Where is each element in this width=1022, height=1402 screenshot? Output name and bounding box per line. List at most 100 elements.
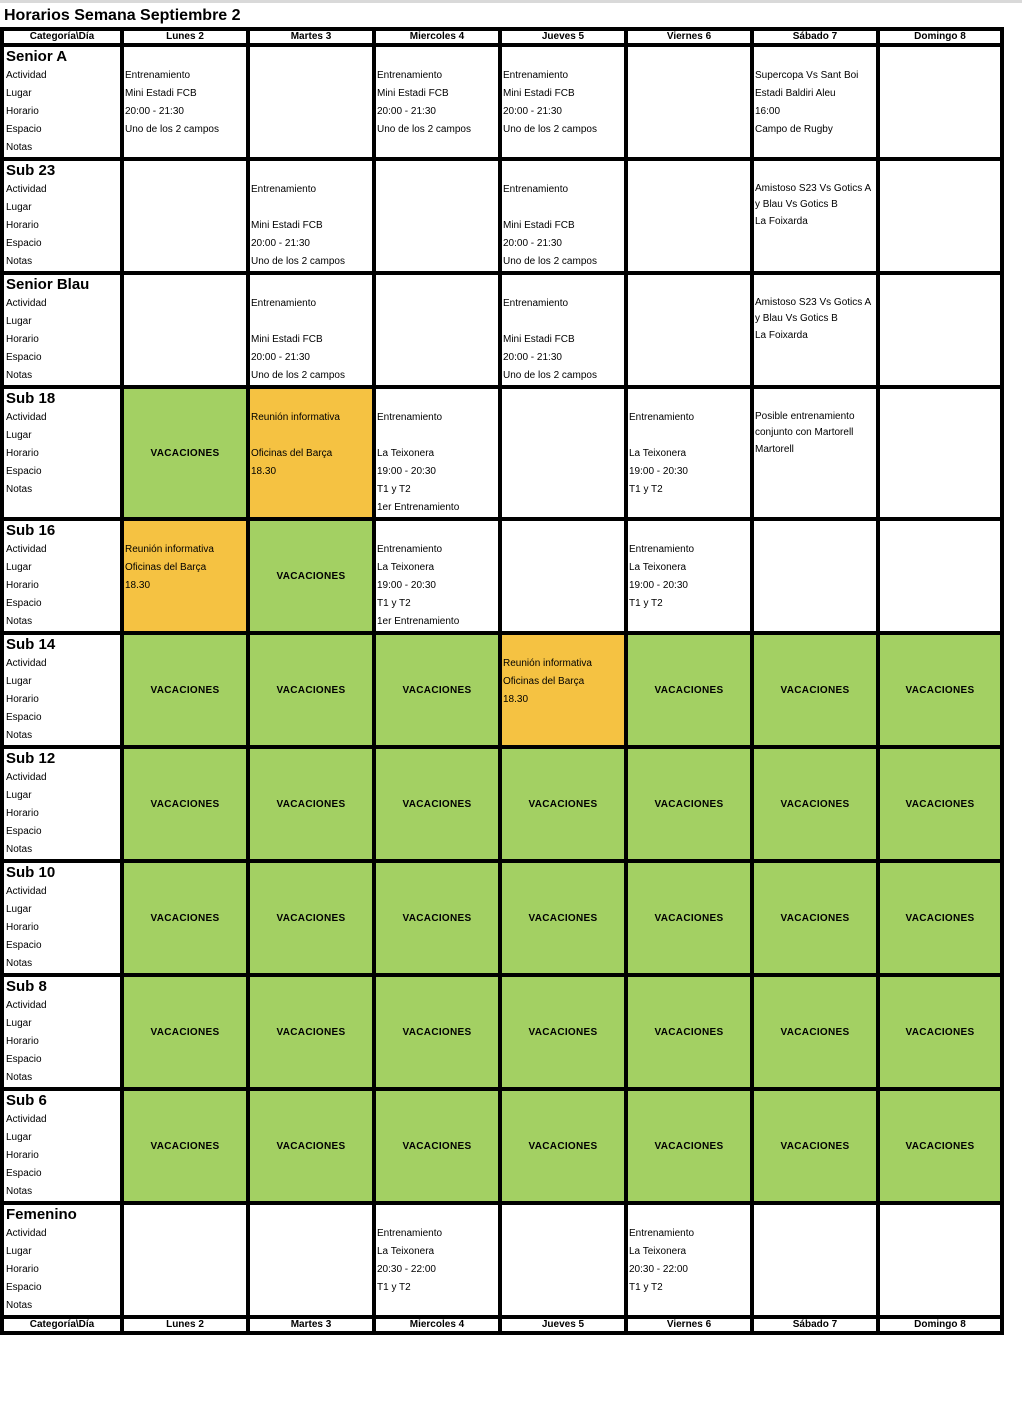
- vacaciones-cell: VACACIONES: [120, 631, 250, 749]
- vacaciones-cell: VACACIONES: [372, 973, 502, 1091]
- vacaciones-label: VACACIONES: [276, 1026, 346, 1038]
- vacaciones-label: VACACIONES: [276, 1140, 346, 1152]
- row-label-lugar: Lugar: [6, 316, 32, 327]
- vacaciones-cell: VACACIONES: [750, 1087, 880, 1205]
- column-header-sabado-7: Sábado 7: [750, 27, 880, 47]
- column-header-lunes-2: Lunes 2: [120, 27, 250, 47]
- activity-details: Supercopa Vs Sant Boi Estadi Baldiri Aleu…: [755, 49, 874, 155]
- activity-line: Uno de los 2 campos: [251, 256, 345, 267]
- vacaciones-label: VACACIONES: [276, 684, 346, 696]
- row-label-horario: Horario: [6, 694, 39, 705]
- activity-line: La Teixonera: [377, 562, 435, 573]
- activity-line: La Teixonera: [629, 562, 687, 573]
- activity-line: 20:00 - 21:30: [503, 238, 562, 249]
- row-label-horario: Horario: [6, 808, 39, 819]
- reunion-cell: Reunión informativa Oficinas del Barça 18.…: [120, 517, 250, 635]
- vacaciones-label: VACACIONES: [654, 912, 724, 924]
- row-label-lugar: Lugar: [6, 676, 32, 687]
- activity-line: Entrenamiento: [629, 1228, 695, 1239]
- vacaciones-label: VACACIONES: [780, 684, 850, 696]
- activity-line: Mini Estadi FCB: [377, 88, 449, 99]
- column-header-sabado-7: Sábado 7: [750, 1315, 880, 1335]
- row-label-notas: Notas: [6, 256, 33, 267]
- activity-line: Entrenamiento: [377, 544, 443, 555]
- vacaciones-cell: VACACIONES: [372, 745, 502, 863]
- row-label-actividad: Actividad: [6, 772, 47, 783]
- page-title: Horarios Semana Septiembre 2: [4, 7, 241, 24]
- activity-cell: Supercopa Vs Sant Boi Estadi Baldiri Aleu…: [750, 43, 880, 161]
- empty-day-cell: [876, 517, 1004, 635]
- empty-day-cell: [876, 157, 1004, 275]
- top-divider: [0, 0, 1022, 3]
- activity-line: La Teixonera: [629, 1246, 687, 1257]
- vacaciones-cell: VACACIONES: [120, 385, 250, 521]
- vacaciones-cell: VACACIONES: [120, 1087, 250, 1205]
- vacaciones-cell: VACACIONES: [876, 973, 1004, 1091]
- category-row-sub-12: Sub 12 Actividad Lugar Horario Espacio Notas V…: [0, 745, 1004, 863]
- category-name: Sub 10: [6, 864, 56, 881]
- row-label-actividad: Actividad: [6, 412, 47, 423]
- vacaciones-label: VACACIONES: [905, 1026, 975, 1038]
- activity-line: 18.30: [251, 466, 277, 477]
- activity-line: 18.30: [503, 694, 529, 705]
- activity-line: Mini Estadi FCB: [251, 334, 323, 345]
- vacaciones-label: VACACIONES: [905, 1140, 975, 1152]
- activity-line: Entrenamiento: [377, 1228, 443, 1239]
- activity-line: Estadi Baldiri Aleu: [755, 88, 836, 99]
- activity-line: Mini Estadi FCB: [251, 220, 323, 231]
- activity-details: Amistoso S23 Vs Gotics A y Blau Vs Gotic…: [756, 163, 874, 269]
- column-header-miercoles-4: Miercoles 4: [372, 27, 502, 47]
- vacaciones-label: VACACIONES: [780, 1140, 850, 1152]
- activity-details: Reunión informativa Oficinas del Barça 18.…: [503, 637, 622, 743]
- empty-day-cell: [120, 1201, 250, 1319]
- vacaciones-label: VACACIONES: [276, 912, 346, 924]
- activity-details: Entrenamiento Mini Estadi FCB 20:00 - 21:3…: [504, 277, 622, 383]
- activity-line: La Teixonera: [377, 1246, 435, 1257]
- activity-details: Entrenamiento La Teixonera 19:00 - 20:30 T1…: [377, 523, 496, 629]
- vacaciones-cell: VACACIONES: [246, 517, 376, 635]
- category-name: Sub 23: [6, 162, 56, 179]
- activity-details: Amistoso S23 Vs Gotics A y Blau Vs Gotic…: [756, 277, 874, 383]
- row-label-horario: Horario: [6, 1264, 39, 1275]
- vacaciones-cell: VACACIONES: [876, 631, 1004, 749]
- activity-line: T1 y T2: [377, 598, 411, 609]
- activity-line: Oficinas del Barça: [125, 562, 207, 573]
- empty-day-cell: [876, 1201, 1004, 1319]
- column-header-martes-3: Martes 3: [246, 1315, 376, 1335]
- row-label-horario: Horario: [6, 334, 39, 345]
- empty-day-cell: [624, 43, 754, 161]
- row-label-notas: Notas: [6, 370, 33, 381]
- vacaciones-label: VACACIONES: [150, 1140, 220, 1152]
- activity-line: Entrenamiento: [377, 70, 443, 81]
- row-label-espacio: Espacio: [6, 466, 42, 477]
- activity-cell: Entrenamiento La Teixonera 19:00 - 20:30 T1…: [624, 385, 754, 521]
- activity-cell: Entrenamiento La Teixonera 19:00 - 20:30 T1…: [372, 517, 502, 635]
- row-label-espacio: Espacio: [6, 1054, 42, 1065]
- vacaciones-cell: VACACIONES: [624, 973, 754, 1091]
- empty-day-cell: [624, 157, 754, 275]
- empty-day-cell: [246, 1201, 376, 1319]
- category-name: Sub 18: [6, 390, 56, 407]
- empty-day-cell: [498, 1201, 628, 1319]
- vacaciones-label: VACACIONES: [150, 447, 220, 459]
- row-label-lugar: Lugar: [6, 1018, 32, 1029]
- empty-day-cell: [372, 157, 502, 275]
- row-label-espacio: Espacio: [6, 940, 42, 951]
- activity-line: Mini Estadi FCB: [503, 220, 575, 231]
- category-name: Senior A: [6, 48, 68, 65]
- activity-line: [378, 427, 496, 445]
- row-label-actividad: Actividad: [6, 1000, 47, 1011]
- empty-day-cell: [750, 517, 880, 635]
- vacaciones-cell: VACACIONES: [246, 973, 376, 1091]
- column-header-domingo-8: Domingo 8: [876, 27, 1004, 47]
- vacaciones-cell: VACACIONES: [876, 745, 1004, 863]
- vacaciones-label: VACACIONES: [780, 798, 850, 810]
- category-row-sub-10: Sub 10 Actividad Lugar Horario Espacio Notas V…: [0, 859, 1004, 977]
- vacaciones-cell: VACACIONES: [750, 859, 880, 977]
- row-label-actividad: Actividad: [6, 886, 47, 897]
- row-label-notas: Notas: [6, 1072, 33, 1083]
- column-header-jueves-5: Jueves 5: [498, 1315, 628, 1335]
- activity-line: Uno de los 2 campos: [503, 256, 597, 267]
- category-cell: Sub 14 Actividad Lugar Horario Espacio Notas: [0, 631, 124, 749]
- activity-line: 19:00 - 20:30: [377, 580, 436, 591]
